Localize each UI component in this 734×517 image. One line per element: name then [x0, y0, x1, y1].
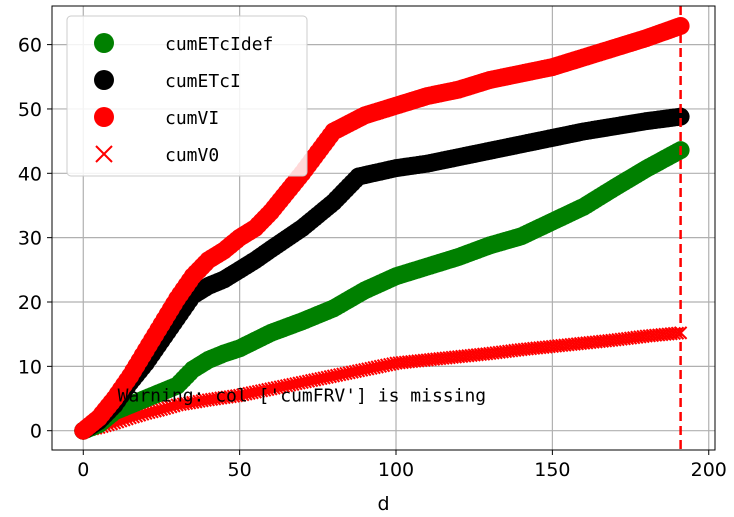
x-tick-label: 50	[228, 459, 252, 481]
series-cumVI	[74, 16, 690, 440]
y-tick-label: 20	[18, 292, 42, 314]
y-tick-label: 0	[30, 421, 42, 443]
x-tick-label: 100	[378, 459, 414, 481]
series-layer	[74, 16, 690, 440]
legend-label-cumETcI: cumETcI	[165, 71, 241, 92]
legend-label-cumETcIdef: cumETcIdef	[165, 34, 273, 55]
y-tick-label: 40	[18, 163, 42, 185]
legend: cumETcIdef cumETcI cumVI cumV0	[66, 15, 308, 177]
legend-marker	[95, 145, 113, 163]
legend-marker	[94, 107, 114, 127]
y-tick-label: 10	[18, 356, 42, 378]
data-point	[671, 107, 690, 126]
legend-marker	[94, 70, 114, 90]
y-tick-label: 60	[18, 35, 42, 57]
x-tick-label: 0	[77, 459, 89, 481]
y-tick-label: 30	[18, 228, 42, 250]
legend-label-cumVI: cumVI	[165, 108, 219, 129]
x-axis-label: d	[377, 493, 389, 515]
plot-frame	[51, 5, 716, 451]
x-tick-label: 150	[534, 459, 570, 481]
y-tick-label: 50	[18, 99, 42, 121]
x-tick-label: 200	[691, 459, 727, 481]
legend-label-cumV0: cumV0	[165, 145, 219, 166]
warning-annotation: Warning: col ['cumFRV'] is missing	[118, 386, 486, 407]
legend-box	[66, 15, 308, 177]
ticks: 0 50 100 150 200 0 10 20 30 40 50 60	[18, 35, 727, 481]
legend-marker	[94, 33, 114, 53]
